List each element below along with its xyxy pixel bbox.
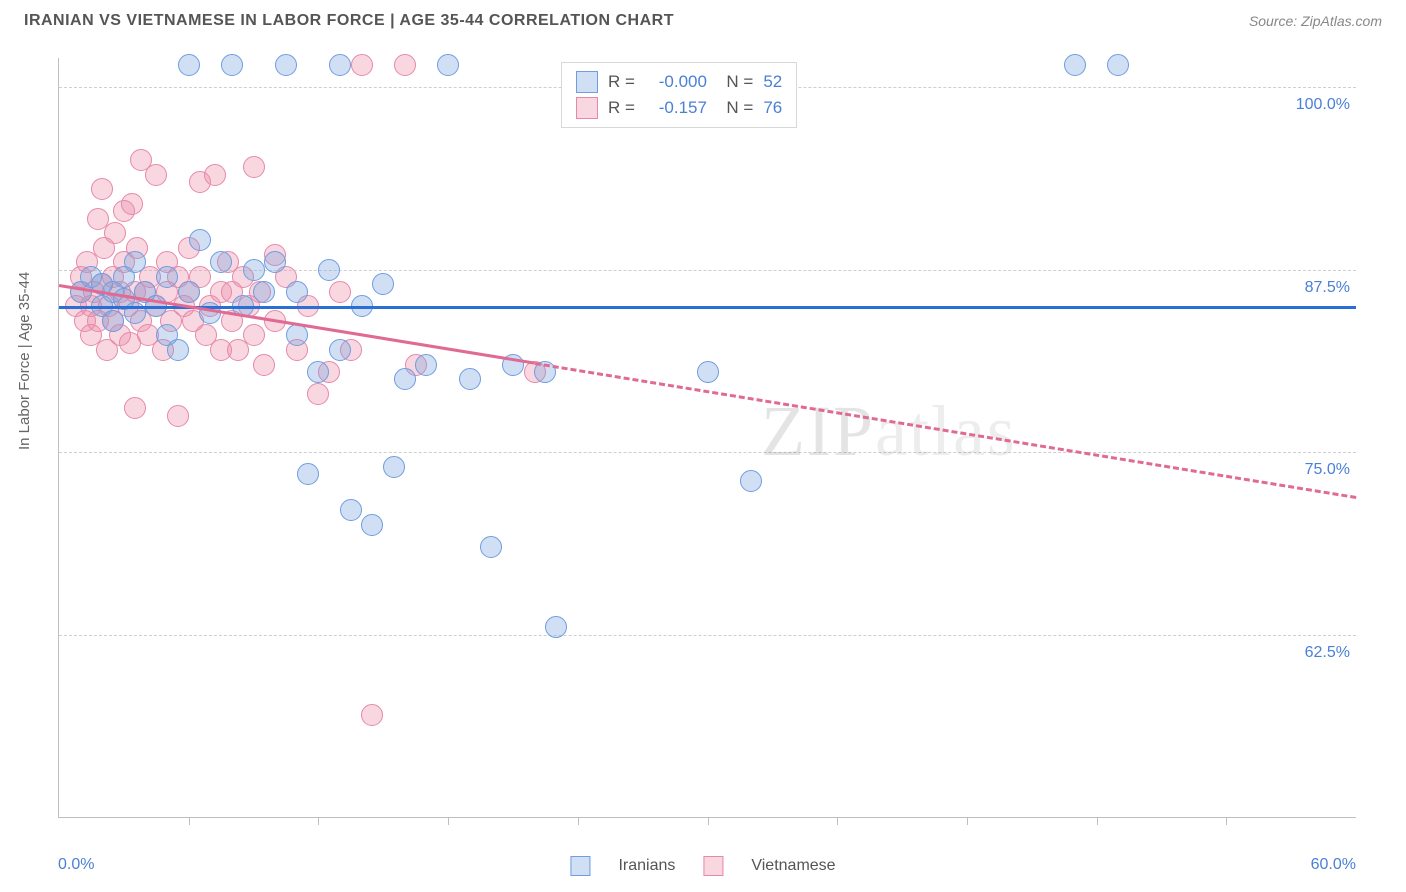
correlation-legend: R = -0.000 N = 52 R = -0.157 N = 76 — [561, 62, 797, 128]
gridline — [59, 635, 1356, 636]
x-axis-max-label: 60.0% — [1311, 856, 1356, 874]
data-point-vietnamese — [124, 397, 146, 419]
data-point-vietnamese — [243, 156, 265, 178]
data-point-iranians — [178, 54, 200, 76]
legend-swatch-iranians — [570, 856, 590, 876]
data-point-iranians — [275, 54, 297, 76]
data-point-vietnamese — [329, 281, 351, 303]
x-tick — [189, 817, 190, 825]
y-axis-label: In Labor Force | Age 35-44 — [16, 272, 33, 450]
data-point-vietnamese — [253, 354, 275, 376]
data-point-vietnamese — [167, 405, 189, 427]
y-tick-label: 75.0% — [1305, 461, 1350, 479]
data-point-iranians — [264, 251, 286, 273]
data-point-iranians — [102, 310, 124, 332]
trend-line — [534, 362, 1356, 499]
x-tick — [1097, 817, 1098, 825]
data-point-iranians — [415, 354, 437, 376]
data-point-iranians — [329, 339, 351, 361]
data-point-vietnamese — [145, 164, 167, 186]
x-tick — [1226, 817, 1227, 825]
gridline — [59, 452, 1356, 453]
data-point-iranians — [297, 463, 319, 485]
data-point-vietnamese — [361, 704, 383, 726]
legend-n-value: 76 — [763, 98, 782, 118]
data-point-vietnamese — [307, 383, 329, 405]
legend-label-iranians: Iranians — [618, 857, 675, 875]
data-point-vietnamese — [351, 54, 373, 76]
data-point-iranians — [459, 368, 481, 390]
legend-swatch — [576, 71, 598, 93]
data-point-iranians — [1107, 54, 1129, 76]
legend-swatch — [576, 97, 598, 119]
data-point-iranians — [340, 499, 362, 521]
source-attribution: Source: ZipAtlas.com — [1249, 13, 1382, 29]
data-point-iranians — [178, 281, 200, 303]
chart-title: IRANIAN VS VIETNAMESE IN LABOR FORCE | A… — [24, 12, 674, 30]
data-point-vietnamese — [104, 222, 126, 244]
data-point-vietnamese — [394, 54, 416, 76]
data-point-vietnamese — [204, 164, 226, 186]
y-tick-label: 62.5% — [1305, 644, 1350, 662]
trend-line — [59, 306, 1356, 309]
x-tick — [837, 817, 838, 825]
x-tick — [578, 817, 579, 825]
data-point-iranians — [329, 54, 351, 76]
x-axis-min-label: 0.0% — [58, 856, 94, 874]
y-tick-label: 100.0% — [1296, 96, 1350, 114]
data-point-iranians — [480, 536, 502, 558]
data-point-iranians — [394, 368, 416, 390]
data-point-iranians — [361, 514, 383, 536]
y-tick-label: 87.5% — [1305, 279, 1350, 297]
data-point-iranians — [383, 456, 405, 478]
legend-r-value: -0.157 — [645, 98, 707, 118]
data-point-iranians — [437, 54, 459, 76]
watermark: ZIPatlas — [761, 390, 1017, 473]
data-point-vietnamese — [243, 324, 265, 346]
legend-swatch-vietnamese — [703, 856, 723, 876]
legend-r-label: R = — [608, 72, 635, 92]
data-point-iranians — [286, 324, 308, 346]
data-point-iranians — [372, 273, 394, 295]
x-tick — [708, 817, 709, 825]
data-point-iranians — [545, 616, 567, 638]
legend-r-value: -0.000 — [645, 72, 707, 92]
data-point-iranians — [253, 281, 275, 303]
data-point-iranians — [210, 251, 232, 273]
legend-n-label: N = — [717, 72, 753, 92]
x-tick — [967, 817, 968, 825]
data-point-iranians — [307, 361, 329, 383]
x-tick — [448, 817, 449, 825]
data-point-iranians — [740, 470, 762, 492]
data-point-iranians — [1064, 54, 1086, 76]
legend-n-label: N = — [717, 98, 753, 118]
data-point-iranians — [189, 229, 211, 251]
bottom-legend: Iranians Vietnamese — [570, 856, 835, 876]
data-point-iranians — [697, 361, 719, 383]
legend-r-label: R = — [608, 98, 635, 118]
legend-label-vietnamese: Vietnamese — [751, 857, 835, 875]
x-tick — [318, 817, 319, 825]
data-point-vietnamese — [121, 193, 143, 215]
data-point-iranians — [318, 259, 340, 281]
data-point-iranians — [124, 251, 146, 273]
data-point-iranians — [221, 54, 243, 76]
data-point-iranians — [167, 339, 189, 361]
data-point-iranians — [156, 266, 178, 288]
scatter-plot-area: 62.5% 75.0% 87.5% 100.0% ZIPatlas R = -0.000 N… — [58, 58, 1356, 818]
data-point-iranians — [243, 259, 265, 281]
data-point-vietnamese — [91, 178, 113, 200]
legend-n-value: 52 — [763, 72, 782, 92]
data-point-iranians — [286, 281, 308, 303]
